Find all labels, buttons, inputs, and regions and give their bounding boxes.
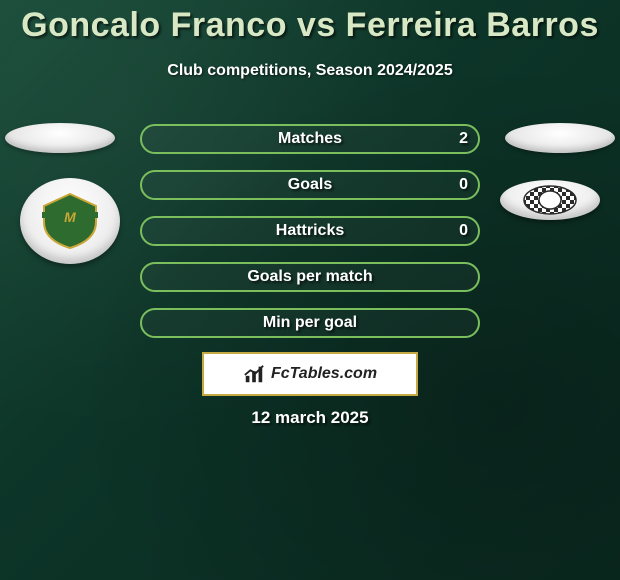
bars-icon [243,363,265,385]
comparison-card: Goncalo Franco vs Ferreira Barros Club c… [0,0,620,580]
stat-row-min-per-goal: Min per goal [140,308,480,338]
page-subtitle: Club competitions, Season 2024/2025 [0,62,620,80]
club-right-logo-icon [522,184,578,216]
stat-rows: Matches 2 Goals 0 Hattricks 0 Goals per … [140,124,480,354]
brand-link[interactable]: FcTables.com [202,352,418,396]
stat-row-goals: Goals 0 [140,170,480,200]
stat-right-value: 0 [459,176,468,194]
stat-label: Min per goal [263,314,357,332]
brand-text: FcTables.com [271,365,377,383]
stat-right-value: 2 [459,130,468,148]
club-left-logo-icon: M [38,192,102,250]
stat-label: Goals [288,176,332,194]
stat-label: Matches [278,130,342,148]
svg-text:M: M [64,209,76,225]
player-right-avatar [505,123,615,153]
stat-label: Hattricks [276,222,344,240]
stat-right-value: 0 [459,222,468,240]
player-left-avatar [5,123,115,153]
stat-label: Goals per match [247,268,372,286]
stat-row-matches: Matches 2 [140,124,480,154]
stat-row-hattricks: Hattricks 0 [140,216,480,246]
club-right-badge [500,180,600,220]
stat-row-goals-per-match: Goals per match [140,262,480,292]
page-title: Goncalo Franco vs Ferreira Barros [0,6,620,45]
club-left-badge: M [20,178,120,264]
date-text: 12 march 2025 [0,408,620,428]
